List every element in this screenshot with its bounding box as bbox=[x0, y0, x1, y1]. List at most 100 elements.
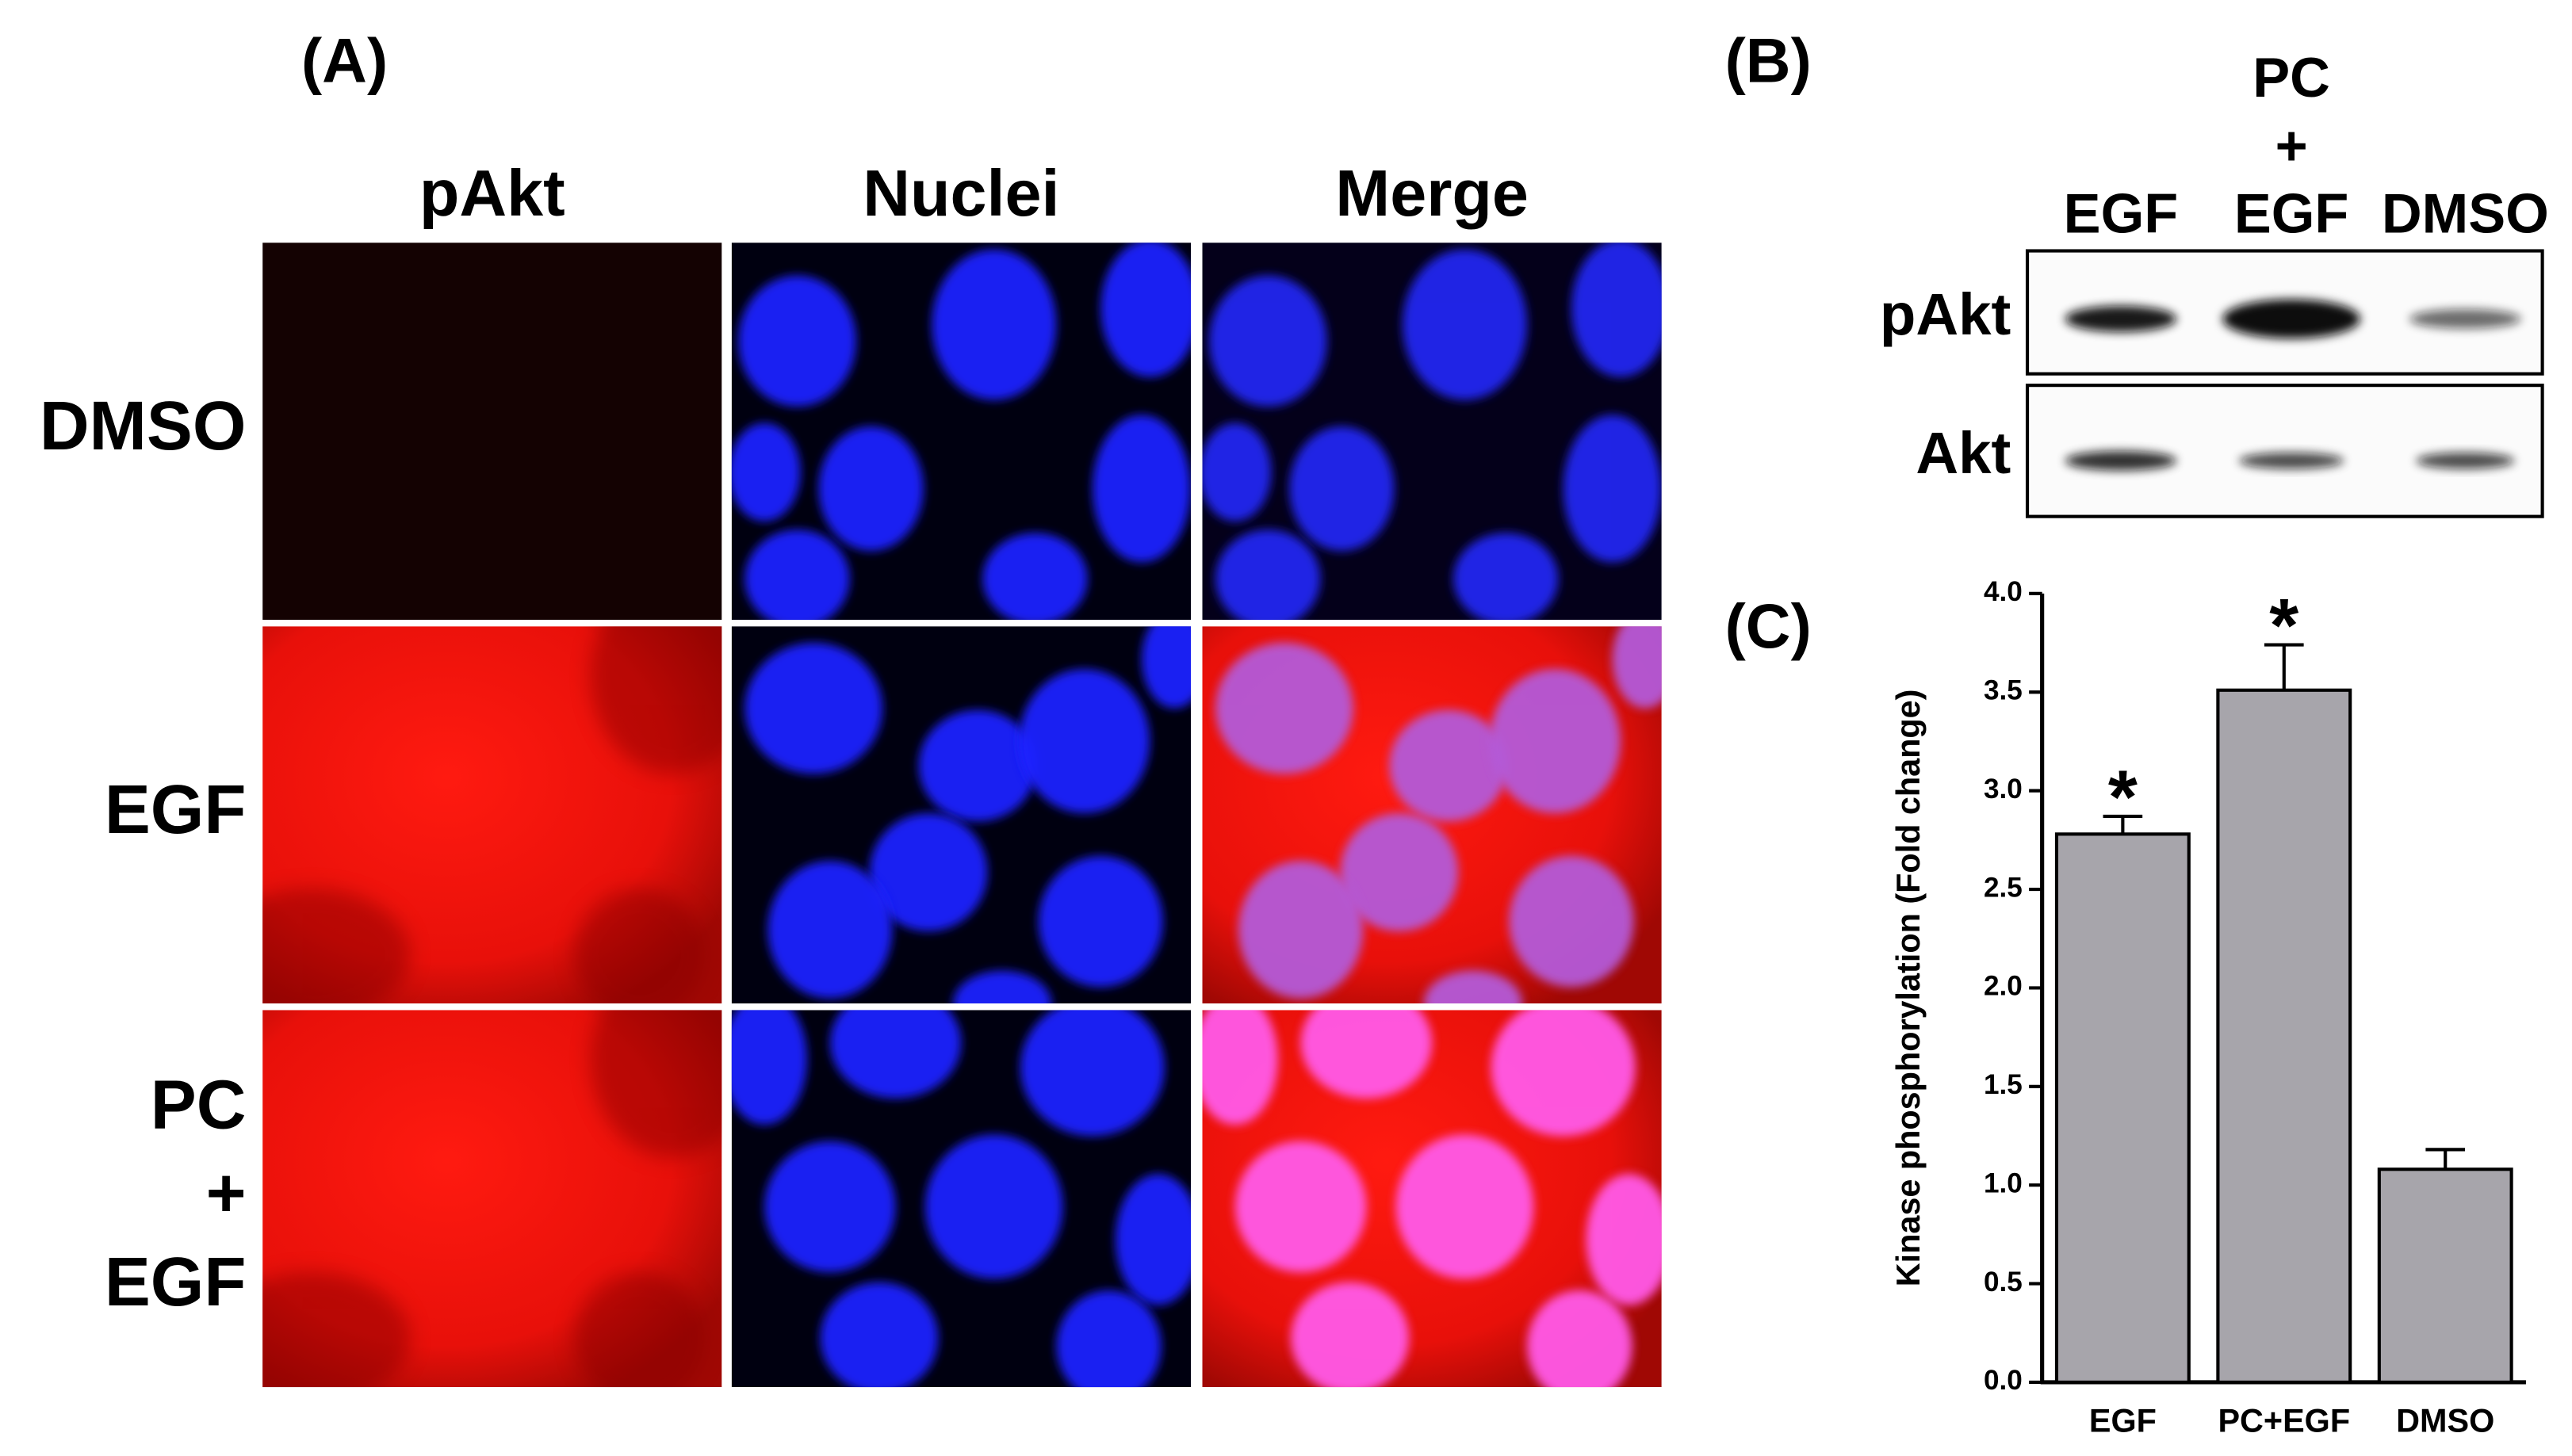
nucleus bbox=[1509, 855, 1634, 988]
nucleus bbox=[744, 642, 883, 774]
nucleus bbox=[1215, 529, 1321, 620]
nucleus bbox=[1489, 669, 1621, 814]
x-tick-label: EGF bbox=[2089, 1403, 2157, 1439]
blot-band bbox=[2409, 308, 2521, 329]
panel-label: (B) bbox=[1725, 26, 1812, 96]
nucleus bbox=[1238, 861, 1364, 999]
nucleus bbox=[1563, 415, 1662, 563]
micrograph bbox=[1202, 243, 1662, 620]
bar bbox=[2377, 1167, 2513, 1384]
micrographs bbox=[262, 243, 1662, 1388]
micrograph bbox=[1202, 626, 1662, 1004]
nucleus bbox=[738, 275, 857, 407]
nucleus bbox=[1395, 1134, 1534, 1279]
blot-band bbox=[2222, 299, 2360, 339]
nucleus bbox=[924, 1134, 1063, 1279]
nucleus bbox=[1115, 1174, 1192, 1305]
blot-band bbox=[2065, 305, 2177, 332]
nucleus bbox=[731, 1010, 807, 1125]
y-tick-label: 3.0 bbox=[1984, 774, 2023, 804]
nucleus bbox=[1208, 275, 1327, 407]
micrograph bbox=[1202, 1010, 1662, 1388]
nucleus bbox=[1423, 970, 1522, 1004]
y-tick-label: 1.5 bbox=[1984, 1069, 2023, 1100]
nucleus bbox=[1300, 1010, 1433, 1099]
x-tick-label: DMSO bbox=[2396, 1403, 2494, 1439]
nucleus bbox=[918, 709, 1037, 822]
nucleus bbox=[1340, 813, 1459, 932]
significance-marker: * bbox=[2108, 756, 2138, 840]
nucleus bbox=[1018, 669, 1150, 814]
dark-patch bbox=[574, 1272, 706, 1388]
nucleus bbox=[953, 970, 1052, 1004]
column-label: Merge bbox=[1335, 156, 1529, 230]
y-tick-label: 3.5 bbox=[1984, 675, 2023, 706]
dark-patch bbox=[590, 626, 722, 774]
lane-label: + bbox=[2275, 114, 2308, 177]
row-label: PC bbox=[151, 1066, 247, 1143]
western-blot bbox=[2025, 249, 2544, 518]
nucleus bbox=[1289, 426, 1395, 552]
nucleus bbox=[820, 1282, 939, 1388]
row-label: DMSO bbox=[40, 388, 247, 464]
y-tick-label: 0.5 bbox=[1984, 1267, 2023, 1297]
nucleus bbox=[744, 529, 850, 620]
panel-label: (A) bbox=[301, 26, 388, 96]
y-tick-label: 1.0 bbox=[1984, 1167, 2023, 1198]
blot-band bbox=[2238, 452, 2344, 469]
x-tick-label: PC+EGF bbox=[2218, 1403, 2350, 1439]
nucleus bbox=[982, 533, 1088, 620]
nucleus bbox=[1202, 422, 1272, 522]
blot-band bbox=[2416, 452, 2515, 469]
y-tick-label: 2.5 bbox=[1984, 872, 2023, 903]
nucleus bbox=[1586, 1174, 1662, 1305]
nucleus bbox=[764, 1141, 896, 1273]
micrograph bbox=[731, 243, 1192, 620]
y-tick-label: 0.0 bbox=[1984, 1365, 2023, 1396]
y-tick-label: 2.0 bbox=[1984, 971, 2023, 1002]
column-label: Nuclei bbox=[863, 156, 1059, 230]
nucleus bbox=[1215, 642, 1353, 774]
blot-row-label: Akt bbox=[1916, 420, 2011, 486]
nucleus bbox=[1141, 626, 1192, 709]
blot-row-label: pAkt bbox=[1880, 281, 2011, 347]
nucleus bbox=[1453, 533, 1559, 620]
error-bar bbox=[2103, 814, 2143, 835]
nucleus bbox=[731, 422, 801, 522]
lane-label: DMSO bbox=[2382, 182, 2549, 245]
nucleus bbox=[1056, 1290, 1162, 1388]
bar bbox=[2216, 688, 2352, 1384]
micrograph bbox=[262, 626, 722, 1004]
nucleus bbox=[1402, 249, 1528, 400]
lane-label: EGF bbox=[2064, 182, 2179, 245]
nucleus bbox=[829, 1010, 962, 1099]
blot-band bbox=[2065, 450, 2177, 471]
row-label: EGF bbox=[105, 1244, 247, 1320]
lane-label: PC bbox=[2252, 46, 2330, 109]
nucleus bbox=[1202, 1010, 1278, 1125]
nucleus bbox=[1100, 243, 1192, 377]
error-bar bbox=[2264, 643, 2304, 690]
column-label: pAkt bbox=[419, 156, 565, 230]
dark-patch bbox=[262, 1272, 411, 1388]
y-axis-label: Kinase phosphorylation (Fold change) bbox=[1890, 690, 1927, 1287]
nucleus bbox=[932, 249, 1057, 400]
nucleus bbox=[1491, 1010, 1636, 1137]
panel-label: (C) bbox=[1725, 591, 1812, 661]
nucleus bbox=[869, 813, 988, 932]
row-label: EGF bbox=[105, 771, 247, 848]
nucleus bbox=[1038, 855, 1163, 988]
nucleus bbox=[1092, 415, 1192, 563]
significance-marker: * bbox=[2269, 584, 2298, 668]
nucleus bbox=[1291, 1282, 1410, 1388]
nucleus bbox=[1527, 1290, 1632, 1388]
dark-patch bbox=[574, 889, 706, 1004]
nucleus bbox=[1020, 1010, 1165, 1137]
error-bar bbox=[2425, 1148, 2466, 1170]
lane-label: EGF bbox=[2234, 182, 2349, 245]
micrograph bbox=[262, 243, 722, 620]
y-tick-label: 4.0 bbox=[1984, 576, 2023, 607]
nucleus bbox=[767, 861, 893, 999]
